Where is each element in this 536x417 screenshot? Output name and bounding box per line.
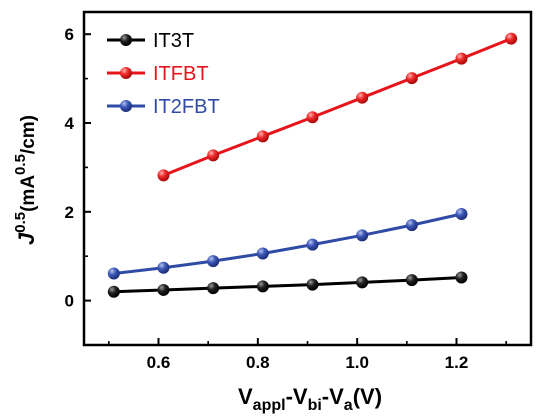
y-tick-label: 4 — [65, 114, 75, 133]
legend-label: IT2FBT — [153, 96, 220, 118]
data-point — [207, 282, 220, 295]
x-tick-label: 0.6 — [147, 353, 171, 372]
data-point — [107, 267, 120, 280]
legend-item-it3t: IT3T — [107, 30, 194, 52]
data-point — [256, 130, 269, 143]
data-point — [356, 276, 369, 289]
data-point — [455, 208, 468, 221]
legend-item-itfbt: ITFBT — [107, 63, 209, 85]
data-point — [157, 261, 170, 274]
x-tick-label: 1.0 — [345, 353, 369, 372]
series-itfbt — [157, 32, 518, 182]
data-point — [405, 219, 418, 232]
legend-marker — [120, 34, 132, 46]
data-point — [356, 91, 369, 104]
legend-label: IT3T — [153, 30, 194, 52]
data-point — [256, 247, 269, 260]
y-axis-title: J0.5(mA0.5/cm) — [12, 115, 39, 245]
plot-frame — [82, 10, 533, 347]
legend-marker — [120, 67, 132, 79]
data-point — [107, 285, 120, 298]
data-point — [157, 283, 170, 296]
data-point — [306, 278, 319, 291]
series-it3t — [107, 271, 468, 298]
legend-label: ITFBT — [153, 63, 209, 85]
data-point — [256, 280, 269, 293]
data-point — [455, 271, 468, 284]
y-tick-label: 2 — [65, 203, 74, 222]
data-point — [306, 111, 319, 124]
x-tick-label: 1.2 — [445, 353, 469, 372]
legend: IT3T ITFBT IT2FBT — [107, 30, 220, 118]
series-it2fbt — [107, 208, 468, 280]
data-point — [405, 72, 418, 85]
x-axis-title: Vappl-Vbi-Va(V) — [238, 384, 382, 414]
x-tick-label: 0.8 — [246, 353, 270, 372]
series-line — [113, 276, 462, 294]
data-point — [405, 274, 418, 287]
data-point — [455, 52, 468, 65]
legend-marker — [120, 100, 132, 112]
series-line — [162, 37, 512, 177]
data-point — [505, 32, 518, 45]
data-point — [306, 238, 319, 251]
y-tick-label: 0 — [65, 292, 74, 311]
data-point — [207, 149, 220, 162]
legend-item-it2fbt: IT2FBT — [107, 96, 220, 118]
data-point — [157, 169, 170, 182]
data-point — [356, 229, 369, 242]
y-tick-label: 6 — [65, 25, 74, 44]
series-line — [113, 212, 462, 276]
data-point — [207, 255, 220, 268]
